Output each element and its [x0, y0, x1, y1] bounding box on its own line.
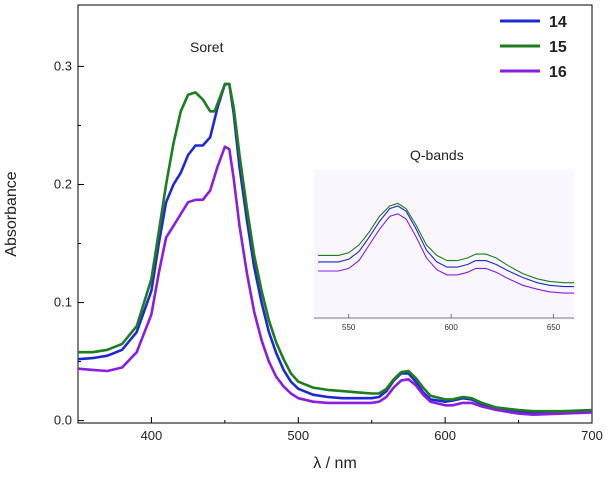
- series-line-15: [78, 82, 593, 413]
- x-tick-label: 400: [141, 428, 163, 443]
- legend-label-16: 16: [549, 64, 567, 81]
- inset-series-line-14: [318, 205, 574, 288]
- inset-background: [314, 170, 574, 320]
- y-axis-title: Absorbance: [3, 171, 20, 256]
- x-axis: 400 500 600 700: [77, 417, 603, 443]
- y-tick-label: 0.0: [54, 413, 72, 428]
- x-axis-title: λ / nm: [313, 455, 357, 472]
- y-tick-label: 0.3: [54, 58, 72, 73]
- y-tick-label: 0.2: [54, 176, 72, 191]
- inset-x-axis: 550 600 650: [342, 314, 561, 332]
- legend-label-15: 15: [549, 39, 567, 56]
- plot-area: [77, 4, 593, 424]
- inset-series-group: [318, 202, 574, 294]
- inset-plot: 550 600 650: [314, 170, 574, 332]
- inset-x-tick-label: 650: [547, 323, 561, 332]
- plot-frame: [77, 4, 593, 424]
- series-line-14: [77, 82, 593, 414]
- qbands-annotation: Q-bands: [410, 147, 464, 163]
- inset-x-tick-label: 550: [342, 323, 356, 332]
- series-line-16: [77, 145, 593, 416]
- inset-x-tick-label: 600: [444, 323, 458, 332]
- legend-label-14: 14: [549, 14, 567, 31]
- x-tick-label: 700: [581, 428, 603, 443]
- series-group: [77, 82, 593, 416]
- legend: 14 15 16: [500, 14, 567, 81]
- soret-annotation: Soret: [190, 39, 224, 55]
- y-axis: 0.0 0.1 0.2 0.3: [54, 58, 84, 428]
- x-tick-label: 500: [287, 428, 309, 443]
- x-tick-label: 600: [434, 428, 456, 443]
- y-tick-label: 0.1: [54, 295, 72, 310]
- inset-series-line-15: [318, 202, 574, 284]
- inset-series-line-16: [318, 213, 574, 294]
